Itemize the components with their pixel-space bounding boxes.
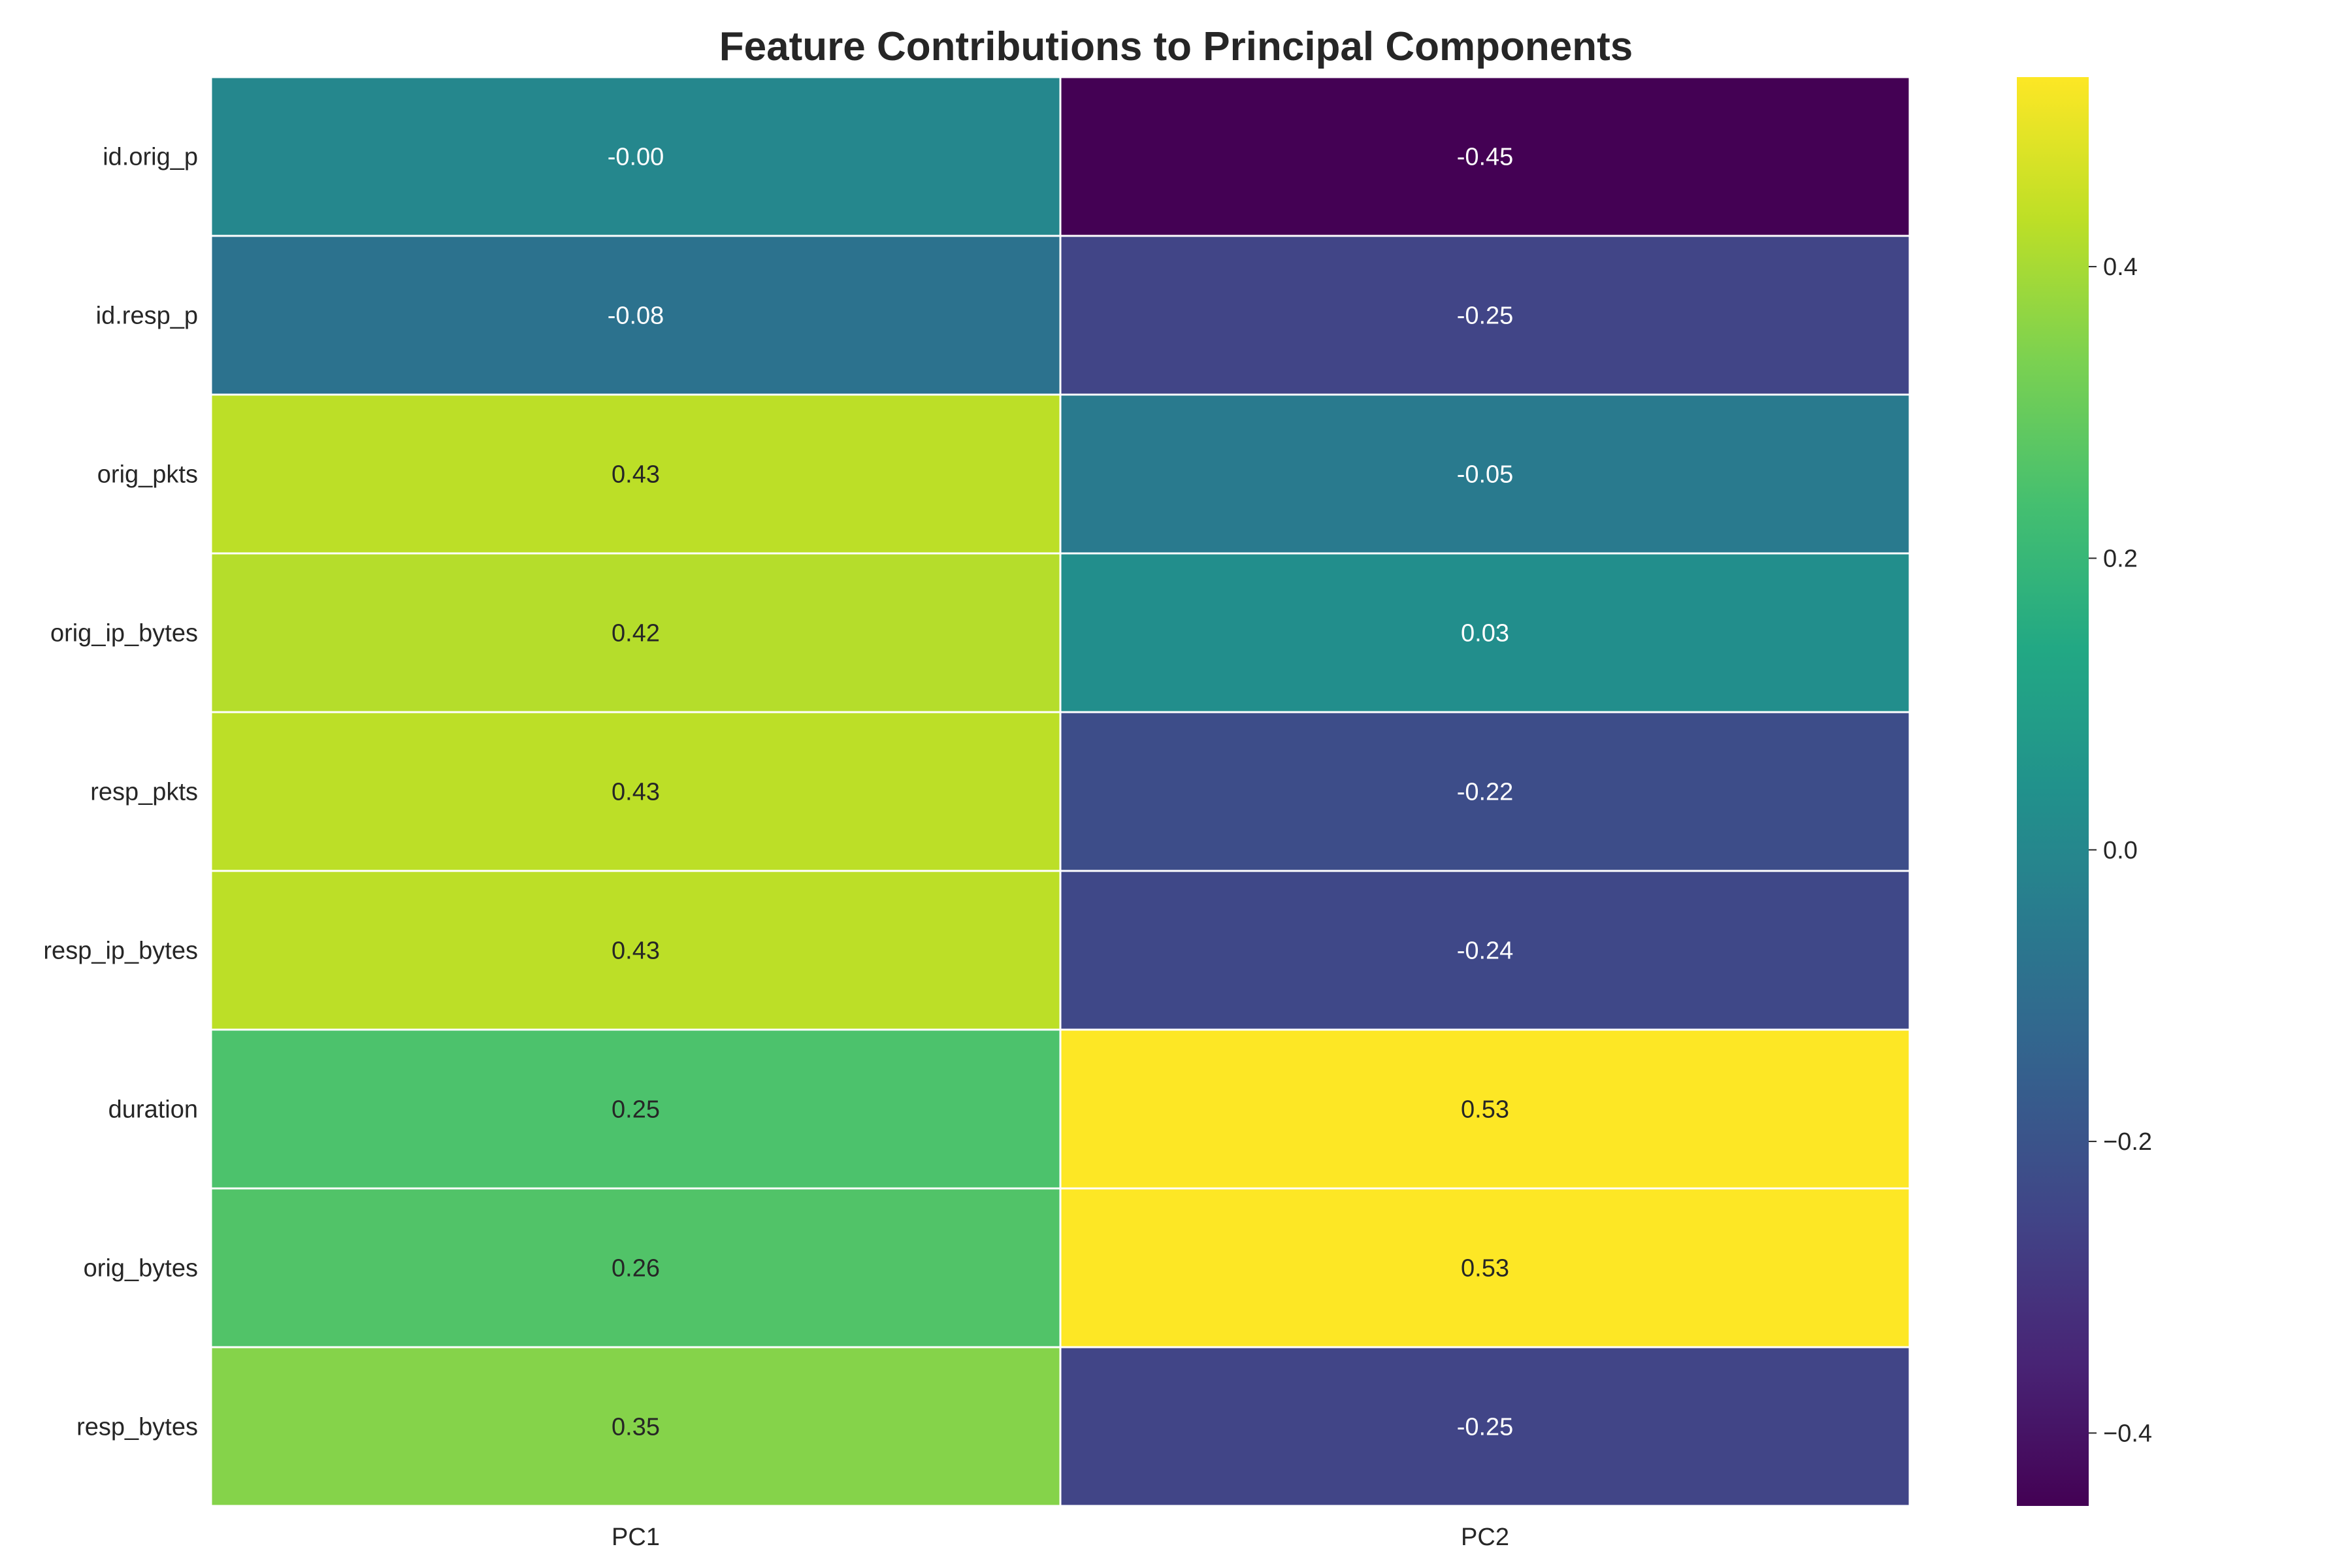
- colorbar-tick-label: 0.2: [2103, 545, 2138, 572]
- heatmap-cell: [210, 1187, 1062, 1348]
- cell-value-label: 0.43: [612, 461, 660, 489]
- heatmap-cell: [210, 393, 1062, 555]
- row-tick-label: resp_bytes: [76, 1414, 198, 1441]
- cell-value-label: -0.05: [1457, 461, 1514, 489]
- heatmap-cell: [1059, 235, 1911, 396]
- row-tick-label: orig_pkts: [97, 461, 198, 489]
- cell-value-label: -0.22: [1457, 779, 1514, 806]
- heatmap-cell: [210, 76, 1062, 237]
- heatmap-cell: [210, 1028, 1062, 1190]
- column-tick-label: PC1: [612, 1524, 660, 1551]
- heatmap-cell: [1059, 870, 1911, 1031]
- colorbar-tick-label: 0.4: [2103, 253, 2138, 281]
- row-tick-label: id.resp_p: [96, 302, 198, 330]
- row-tick-label: orig_bytes: [84, 1255, 198, 1282]
- colorbar: 0.4 0.2 0.0 −0.2 −0.4: [2017, 77, 2152, 1506]
- column-tick-label: PC2: [1461, 1524, 1509, 1551]
- heatmap-cell: [1059, 1187, 1911, 1348]
- cell-value-label: 0.25: [612, 1096, 660, 1124]
- heatmap-cell: [210, 235, 1062, 396]
- row-tick-label: id.orig_p: [103, 144, 198, 171]
- cell-value-label: -0.25: [1457, 1414, 1514, 1441]
- cell-value-label: -0.24: [1457, 938, 1514, 965]
- cell-value-label: -0.45: [1457, 144, 1514, 171]
- cell-value-label: 0.03: [1461, 620, 1509, 647]
- colorbar-gradient: [2017, 77, 2089, 1506]
- row-tick-label: orig_ip_bytes: [50, 620, 198, 647]
- chart-title: Feature Contributions to Principal Compo…: [719, 24, 1633, 69]
- cell-value-label: 0.43: [612, 779, 660, 806]
- heatmap-cell: [1059, 711, 1911, 872]
- heatmap-cells: -0.00 -0.45 -0.08 -0.25 0.43 -0.05 0.42 0.03 0.4…: [210, 76, 1911, 1507]
- cell-value-label: 0.53: [1461, 1096, 1509, 1124]
- row-labels: id.orig_p id.resp_p orig_pkts orig_ip_bytes…: [43, 144, 198, 1441]
- row-tick-label: resp_ip_bytes: [43, 938, 198, 965]
- row-tick-label: resp_pkts: [90, 779, 198, 806]
- heatmap-cell: [1059, 1346, 1911, 1507]
- heatmap-cell: [210, 1346, 1062, 1507]
- heatmap-cell: [1059, 1028, 1911, 1190]
- cell-value-label: -0.00: [608, 144, 664, 171]
- cell-value-label: -0.25: [1457, 302, 1514, 330]
- row-tick-label: duration: [108, 1096, 198, 1124]
- cell-value-label: 0.42: [612, 620, 660, 647]
- heatmap-cell: [1059, 393, 1911, 555]
- cell-value-label: -0.08: [608, 302, 664, 330]
- colorbar-tick-label: −0.4: [2103, 1420, 2152, 1447]
- column-labels: PC1 PC2: [612, 1524, 1509, 1551]
- colorbar-tick-label: −0.2: [2103, 1128, 2152, 1156]
- heatmap-cell: [1059, 76, 1911, 237]
- cell-value-label: 0.35: [612, 1414, 660, 1441]
- cell-value-label: 0.43: [612, 938, 660, 965]
- cell-value-label: 0.26: [612, 1255, 660, 1282]
- cell-value-label: 0.53: [1461, 1255, 1509, 1282]
- colorbar-tick-label: 0.0: [2103, 837, 2138, 864]
- heatmap-cell: [1059, 552, 1911, 713]
